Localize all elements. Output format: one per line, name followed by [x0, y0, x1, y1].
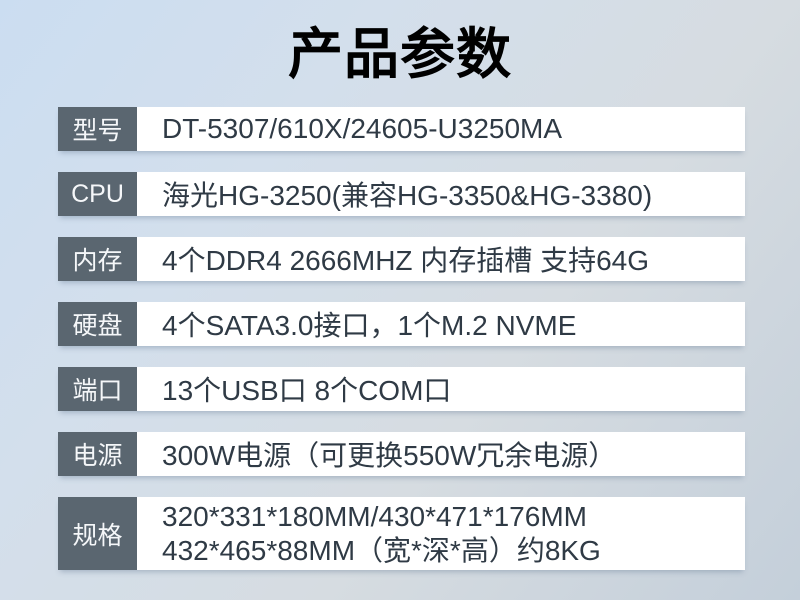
spec-value-cpu: 海光HG-3250(兼容HG-3350&HG-3380)	[137, 172, 745, 216]
spec-label-power: 电源	[58, 432, 137, 476]
spec-value-power: 300W电源（可更换550W冗余电源）	[137, 432, 745, 476]
spec-value-model: DT-5307/610X/24605-U3250MA	[137, 107, 745, 151]
spec-value-dimensions: 320*331*180MM/430*471*176MM 432*465*88MM…	[137, 497, 745, 570]
spec-row-dimensions: 规格 320*331*180MM/430*471*176MM 432*465*8…	[58, 497, 745, 570]
spec-value-memory: 4个DDR4 2666MHZ 内存插槽 支持64G	[137, 237, 745, 281]
spec-label-memory: 内存	[58, 237, 137, 281]
spec-value-storage: 4个SATA3.0接口，1个M.2 NVME	[137, 302, 745, 346]
spec-table: 型号 DT-5307/610X/24605-U3250MA CPU 海光HG-3…	[58, 107, 745, 570]
spec-label-cpu: CPU	[58, 172, 137, 216]
spec-value-dimensions-line1: 320*331*180MM/430*471*176MM	[162, 501, 587, 533]
spec-label-dimensions: 规格	[58, 497, 137, 570]
spec-row-storage: 硬盘 4个SATA3.0接口，1个M.2 NVME	[58, 302, 745, 346]
spec-row-power: 电源 300W电源（可更换550W冗余电源）	[58, 432, 745, 476]
spec-value-dimensions-line2: 432*465*88MM（宽*深*高）约8KG	[162, 534, 601, 566]
spec-label-model: 型号	[58, 107, 137, 151]
spec-row-ports: 端口 13个USB口 8个COM口	[58, 367, 745, 411]
spec-row-model: 型号 DT-5307/610X/24605-U3250MA	[58, 107, 745, 151]
spec-value-ports: 13个USB口 8个COM口	[137, 367, 745, 411]
spec-label-storage: 硬盘	[58, 302, 137, 346]
spec-row-cpu: CPU 海光HG-3250(兼容HG-3350&HG-3380)	[58, 172, 745, 216]
page-title: 产品参数	[287, 23, 512, 85]
spec-label-ports: 端口	[58, 367, 137, 411]
spec-row-memory: 内存 4个DDR4 2666MHZ 内存插槽 支持64G	[58, 237, 745, 281]
